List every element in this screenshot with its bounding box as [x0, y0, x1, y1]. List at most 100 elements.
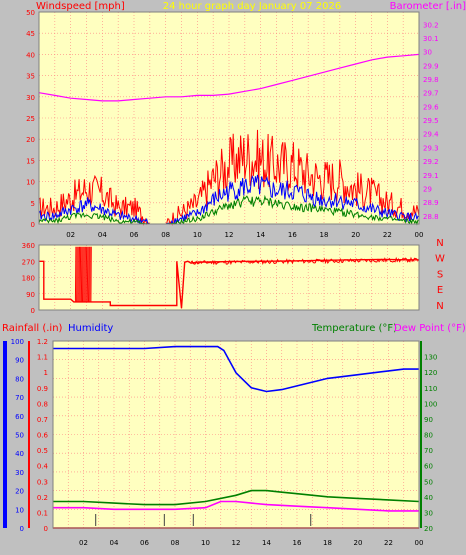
windspeed-tick-label: 10: [26, 179, 35, 187]
rainfall-tick-label: 1: [44, 369, 48, 377]
temperature-axis-bar: [420, 341, 422, 528]
temperature-tick-label: 120: [424, 369, 437, 377]
windspeed-tick-label: 50: [26, 9, 35, 17]
barometer-tick-label: 30.2: [423, 21, 439, 29]
compass-letter: E: [437, 285, 443, 296]
wind-panel-x-tick-label: 12: [225, 231, 234, 239]
wind-panel-x-tick-label: 16: [288, 231, 297, 239]
direction-tick-label: 360: [22, 242, 35, 250]
dew-point-line: [53, 500, 419, 512]
climate-panel-x-tick-label: 18: [323, 539, 332, 547]
humidity-tick-label: 60: [15, 413, 24, 421]
humidity-tick-label: 40: [15, 450, 24, 458]
climate-panel-x-tick-label: 12: [232, 539, 241, 547]
climate-panel-border: [52, 340, 420, 529]
temperature-tick-label: 30: [424, 509, 433, 517]
temperature-tick-label: 130: [424, 354, 437, 362]
barometer-tick-label: 29.8: [423, 76, 439, 84]
humidity-tick-label: 10: [15, 506, 24, 514]
compass-letter: N: [436, 301, 443, 312]
rainfall-tick-label: 1.2: [37, 338, 48, 346]
windspeed-tick-label: 15: [26, 157, 35, 165]
gust-line: [38, 129, 420, 226]
humidity-axis-title: Humidity: [68, 323, 113, 334]
wind-direction-spikes: [74, 246, 92, 302]
direction-panel-border: [38, 244, 420, 311]
wind-panel-x-tick-label: 20: [351, 231, 360, 239]
wind-panel-x-tick-label: 14: [256, 231, 265, 239]
windspeed-tick-label: 35: [26, 73, 35, 81]
barometer-axis-title: Barometer [.in]: [390, 1, 466, 12]
rainfall-tick-label: 0.9: [37, 385, 48, 393]
rainfall-tick-label: 1.1: [37, 354, 48, 362]
windspeed-axis-title: Windspeed [mph]: [36, 1, 125, 12]
climate-panel-x-tick-label: 16: [293, 539, 302, 547]
climate-panel-x-tick-label: 14: [262, 539, 271, 547]
windspeed-tick-label: 0: [31, 221, 35, 229]
barometer-tick-label: 29.4: [423, 131, 439, 139]
compass-letter: W: [435, 254, 445, 265]
wind-panel-x-tick-label: 02: [66, 231, 75, 239]
barometer-tick-label: 29.1: [423, 172, 439, 180]
average-wind-line: [38, 194, 420, 226]
temperature-tick-label: 60: [424, 463, 433, 471]
temperature-tick-label: 110: [424, 385, 437, 393]
temperature-line: [53, 489, 420, 506]
wind-panel-x-tick-label: 06: [130, 231, 139, 239]
dew-point-axis-title: Dew Point (°F): [394, 323, 466, 334]
climate-panel-x-tick-label: 22: [384, 539, 393, 547]
humidity-tick-label: 70: [15, 394, 24, 402]
humidity-axis-bar: [3, 341, 7, 528]
climate-panel-x-tick-label: 00: [415, 539, 424, 547]
humidity-tick-label: 50: [15, 432, 24, 440]
climate-panel-x-tick-label: 08: [171, 539, 180, 547]
windspeed-tick-label: 40: [26, 51, 35, 59]
barometer-tick-label: 28.9: [423, 199, 439, 207]
humidity-line: [53, 345, 419, 393]
rainfall-tick-label: 0: [44, 525, 48, 533]
windspeed-tick-label: 20: [26, 136, 35, 144]
temperature-axis-title: Temperature (°F): [311, 323, 397, 334]
climate-panel-x-tick-label: 06: [140, 539, 149, 547]
wind-panel-x-tick-label: 04: [98, 231, 107, 239]
rainfall-tick-label: 0.8: [37, 400, 48, 408]
wind-panel-x-tick-label: 10: [193, 231, 202, 239]
temperature-tick-label: 80: [424, 432, 433, 440]
rainfall-tick-label: 0.3: [37, 478, 48, 486]
wind-speed-line: [38, 174, 420, 225]
direction-tick-label: 180: [22, 275, 35, 283]
wind-panel-x-tick-label: 18: [320, 231, 329, 239]
humidity-tick-label: 100: [11, 338, 24, 346]
barometer-tick-label: 29: [423, 185, 432, 193]
temperature-tick-label: 40: [424, 494, 433, 502]
barometer-tick-label: 29.2: [423, 158, 439, 166]
direction-tick-label: 90: [26, 291, 35, 299]
barometer-tick-label: 29.5: [423, 117, 439, 125]
rainfall-tick-label: 0.2: [37, 494, 48, 502]
barometer-tick-label: 29.3: [423, 144, 439, 152]
rainfall-tick-label: 0.5: [37, 447, 48, 455]
temperature-tick-label: 100: [424, 400, 437, 408]
rainfall-tick-label: 0.7: [37, 416, 48, 424]
humidity-tick-label: 90: [15, 357, 24, 365]
temperature-tick-label: 20: [424, 525, 433, 533]
temperature-tick-label: 50: [424, 478, 433, 486]
rainfall-tick-label: 0.4: [37, 463, 49, 471]
barometer-tick-label: 30.1: [423, 35, 439, 43]
rainfall-tick-label: 0.1: [37, 509, 48, 517]
climate-panel-x-tick-label: 02: [79, 539, 88, 547]
windspeed-tick-label: 5: [31, 200, 35, 208]
climate-panel-x-tick-label: 10: [201, 539, 210, 547]
barometer-line: [38, 53, 420, 102]
wind-panel-x-tick-label: 22: [383, 231, 392, 239]
windspeed-tick-label: 45: [26, 30, 35, 38]
barometer-tick-label: 30: [423, 49, 432, 57]
barometer-tick-label: 29.9: [423, 62, 439, 70]
direction-tick-label: 0: [31, 307, 35, 315]
rainfall-axis-bar: [28, 341, 30, 528]
direction-tick-label: 270: [22, 258, 35, 266]
temperature-tick-label: 90: [424, 416, 433, 424]
humidity-tick-label: 0: [20, 525, 24, 533]
